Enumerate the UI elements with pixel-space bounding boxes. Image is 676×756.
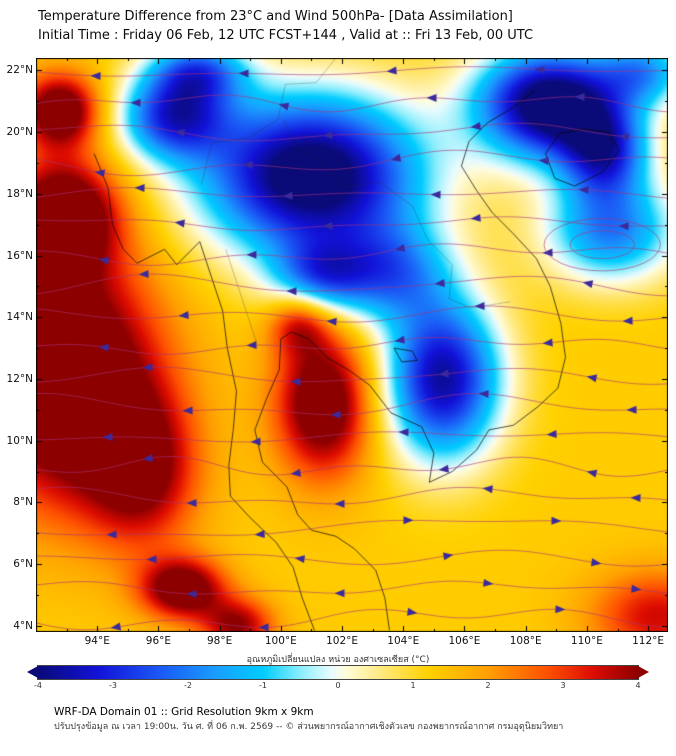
- lon-tick-label: 110°E: [570, 635, 603, 647]
- colorbar: อุณหภูมิเปลี่ยนแปลง หน่วย องศาเซลเซียส (…: [0, 652, 676, 700]
- lat-tick-label: 10°N: [6, 434, 33, 447]
- lon-tick-label: 98°E: [207, 635, 233, 647]
- lat-tick-label: 18°N: [6, 187, 33, 200]
- colorbar-tick-label: 1: [410, 681, 416, 690]
- colorbar-tick-label: 0: [335, 681, 341, 690]
- lat-tick-label: 20°N: [6, 126, 33, 139]
- lat-tick-label: 4°N: [13, 619, 33, 632]
- lat-tick-label: 6°N: [13, 558, 33, 571]
- footer-line1: WRF-DA Domain 01 :: Grid Resolution 9km …: [54, 706, 314, 718]
- colorbar-tick-label: 3: [560, 681, 566, 690]
- lon-tick-label: 102°E: [326, 635, 359, 647]
- colorbar-tick-label: 4: [635, 681, 641, 690]
- map-canvas: [36, 58, 668, 632]
- lon-tick-label: 96°E: [145, 635, 172, 647]
- colorbar-left-arrow-icon: [27, 666, 38, 678]
- lat-tick-label: 12°N: [6, 372, 33, 385]
- colorbar-ticks: -4 -3 -2 -1 0 1 2 3 4: [34, 681, 641, 693]
- lon-tick-label: 106°E: [448, 635, 481, 647]
- lat-tick-label: 14°N: [6, 311, 33, 324]
- footer-line2: ปรับปรุงข้อมูล ณ เวลา 19:00น. วัน ศ. ที่…: [54, 722, 564, 732]
- colorbar-tick-label: -3: [109, 681, 117, 690]
- lat-tick-label: 16°N: [6, 249, 33, 262]
- colorbar-tick-label: 2: [485, 681, 491, 690]
- colorbar-gradient: [27, 666, 649, 679]
- lat-tick-label: 22°N: [6, 64, 33, 77]
- footer: WRF-DA Domain 01 :: Grid Resolution 9km …: [54, 704, 563, 734]
- title-line1: Temperature Difference from 23°C and Win…: [38, 9, 513, 24]
- title-line2: Initial Time : Friday 06 Feb, 12 UTC FCS…: [38, 28, 534, 43]
- colorbar-tick-label: -4: [34, 681, 42, 690]
- lon-tick-label: 94°E: [84, 635, 110, 647]
- colorbar-tick-label: -2: [184, 681, 192, 690]
- lon-tick-label: 108°E: [509, 635, 542, 647]
- colorbar-right-arrow-icon: [638, 666, 649, 678]
- title-block: Temperature Difference from 23°C and Win…: [38, 7, 533, 45]
- colorbar-tick-label: -1: [259, 681, 267, 690]
- lat-tick-label: 8°N: [13, 496, 33, 509]
- lon-tick-label: 104°E: [387, 635, 420, 647]
- lon-tick-label: 100°E: [264, 635, 297, 647]
- colorbar-label: อุณหภูมิเปลี่ยนแปลง หน่วย องศาเซลเซียส (…: [246, 655, 430, 665]
- lon-tick-label: 112°E: [632, 635, 665, 647]
- map-area: 22°N 20°N 18°N 16°N 14°N 12°N 10°N 8°N 6°N 4°N 94…: [0, 58, 676, 654]
